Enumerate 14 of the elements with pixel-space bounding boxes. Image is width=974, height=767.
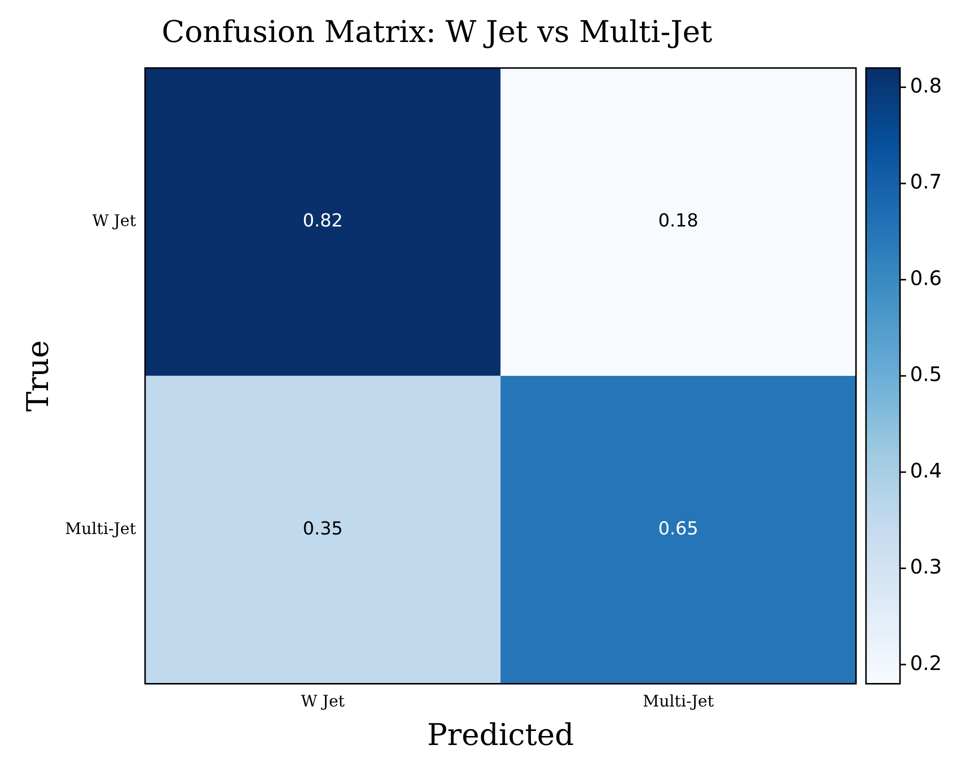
chart-title: Confusion Matrix: W Jet vs Multi-Jet [162,14,712,50]
color-bar-label: 0.8 [910,73,942,98]
color-bar-label: 0.7 [910,170,942,194]
color-bar-label: 0.5 [910,362,942,386]
data-label: 0.18 [658,210,698,232]
x-axis-title: Predicted [427,718,574,753]
data-label: 0.82 [302,210,343,232]
data-label: 0.35 [302,518,343,540]
data-label: 0.65 [658,518,698,540]
y-axis-title: True [20,340,56,412]
color-bar-label: 0.6 [910,266,942,290]
color-bar-label: 0.4 [910,458,942,482]
color-bar-label: 0.3 [910,554,942,579]
color-bar-label: 0.2 [910,650,942,675]
